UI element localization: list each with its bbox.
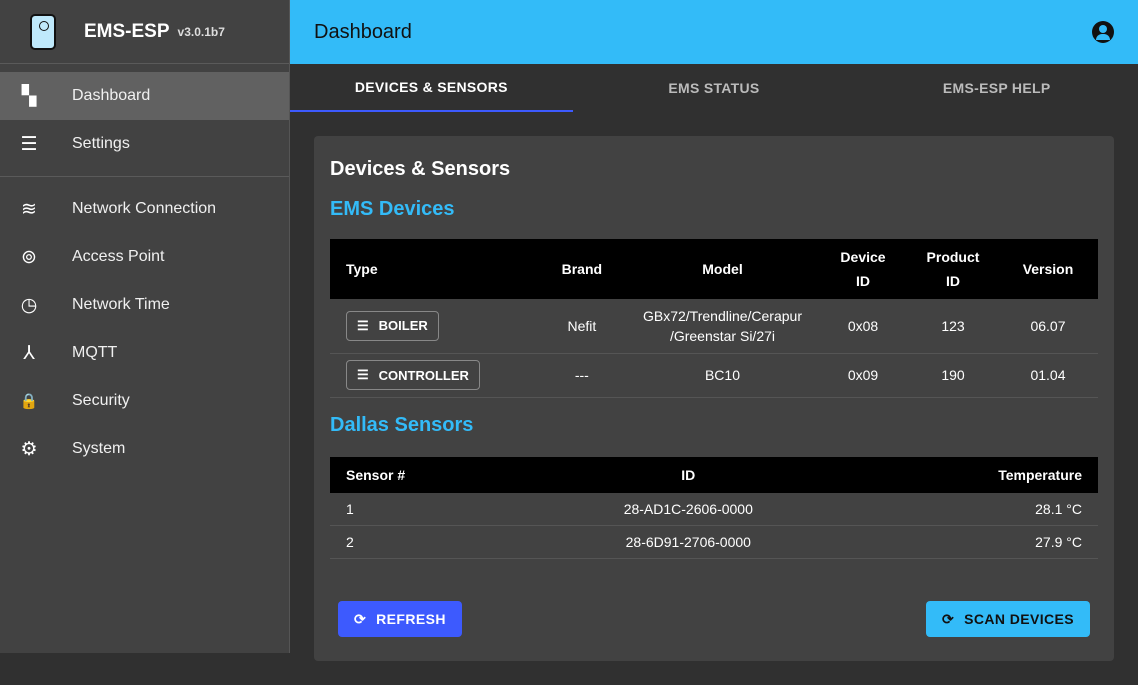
- scan-devices-button[interactable]: ⟳ SCAN DEVICES: [926, 601, 1090, 637]
- device-controller-button[interactable]: ☰ CONTROLLER: [346, 360, 480, 390]
- sidebar-item-label: MQTT: [72, 344, 118, 361]
- device-type: BOILER: [378, 318, 428, 334]
- sidebar-item-label: Settings: [72, 135, 130, 152]
- sensor-id-cell: 28-6D91-2706-0000: [520, 525, 857, 559]
- brand-cell: Nefit: [536, 299, 627, 354]
- account-icon[interactable]: [1092, 21, 1114, 43]
- sidebar-item-label: Access Point: [72, 248, 165, 265]
- sensor-num-cell: 2: [330, 525, 521, 559]
- col-sensor-num: Sensor #: [330, 456, 521, 493]
- clock-icon: ◷: [20, 294, 38, 316]
- devices-card: Devices & Sensors EMS Devices Type Brand…: [314, 136, 1114, 661]
- list-icon: ☰: [357, 367, 369, 382]
- refresh-icon: ⟳: [942, 610, 955, 627]
- sidebar-item-network-time[interactable]: ◷ Network Time: [0, 281, 289, 329]
- app-version: v3.0.1b7: [177, 24, 225, 39]
- brand: EMS-ESP v3.0.1b7: [0, 0, 289, 64]
- divider: [0, 176, 289, 177]
- device-id-cell: 0x08: [818, 299, 908, 354]
- temperature-cell: 28.1 °C: [856, 492, 1098, 526]
- temperature-cell: 27.9 °C: [856, 525, 1098, 559]
- refresh-button[interactable]: ⟳ REFRESH: [338, 601, 462, 637]
- tab-ems-esp-help[interactable]: EMS-ESP HELP: [942, 80, 1051, 96]
- dallas-sensors-table: Sensor # ID Temperature 1 28-AD1C-2606-0…: [330, 456, 1098, 559]
- sidebar-item-label: System: [72, 440, 126, 457]
- col-device-id: Device ID: [818, 239, 908, 299]
- app-bar: Dashboard: [290, 0, 1138, 64]
- col-type: Type: [330, 239, 537, 299]
- col-model: Model: [626, 239, 818, 299]
- sidebar-item-access-point[interactable]: ⊚ Access Point: [0, 233, 289, 281]
- model-cell: GBx72/Trendline/Cerapur /Greenstar Si/27…: [626, 299, 818, 354]
- table-row: 2 28-6D91-2706-0000 27.9 °C: [330, 525, 1098, 559]
- device-hub-icon: ⅄: [23, 342, 35, 364]
- version-cell: 06.07: [998, 299, 1098, 354]
- lock-icon: 🔒: [19, 393, 39, 410]
- sidebar-item-dashboard[interactable]: ▚ Dashboard: [0, 72, 289, 120]
- col-product-id: Product ID: [908, 239, 998, 299]
- list-icon: ☰: [357, 317, 369, 333]
- access-point-icon: ⊚: [21, 246, 37, 268]
- wifi-icon: ≋: [21, 198, 37, 220]
- dashboard-icon: ▚: [21, 85, 37, 107]
- brand-cell: ---: [536, 353, 627, 398]
- table-row: ☰ BOILER Nefit GBx72/Trendline/Cerapur /G…: [330, 299, 1098, 354]
- sidebar: EMS-ESP v3.0.1b7 ▚ Dashboard ☰ Settings ≋ N…: [0, 0, 290, 653]
- boiler-logo-icon: [30, 13, 56, 50]
- gear-icon: ⚙: [20, 438, 38, 460]
- page-title: Dashboard: [314, 20, 412, 43]
- dallas-sensors-title: Dallas Sensors: [330, 413, 474, 436]
- col-id: ID: [520, 456, 857, 493]
- model-cell: BC10: [626, 353, 818, 398]
- card-title: Devices & Sensors: [330, 158, 511, 180]
- product-id-cell: 123: [908, 299, 998, 354]
- device-boiler-button[interactable]: ☰ BOILER: [346, 310, 439, 341]
- sidebar-item-mqtt[interactable]: ⅄ MQTT: [0, 329, 289, 377]
- sensor-id-cell: 28-AD1C-2606-0000: [520, 492, 857, 526]
- refresh-icon: ⟳: [354, 610, 367, 627]
- col-brand: Brand: [536, 239, 627, 299]
- app-name: EMS-ESP: [84, 20, 170, 42]
- tab-devices-sensors[interactable]: DEVICES & SENSORS: [290, 64, 573, 112]
- ems-devices-table: Type Brand Model Device ID Product ID Ve…: [330, 239, 1098, 398]
- refresh-label: REFRESH: [376, 611, 446, 627]
- device-id-cell: 0x09: [818, 353, 908, 398]
- sidebar-item-label: Network Connection: [72, 200, 217, 217]
- product-id-cell: 190: [908, 353, 998, 398]
- ems-devices-title: EMS Devices: [330, 198, 455, 220]
- version-cell: 01.04: [998, 353, 1098, 398]
- tune-icon: ☰: [20, 133, 38, 155]
- col-temperature: Temperature: [856, 456, 1098, 493]
- sidebar-item-label: Security: [72, 392, 130, 409]
- sidebar-item-label: Dashboard: [72, 87, 151, 104]
- sidebar-item-network-connection[interactable]: ≋ Network Connection: [0, 185, 289, 233]
- sidebar-item-security[interactable]: 🔒 Security: [0, 377, 289, 425]
- device-type: CONTROLLER: [378, 367, 469, 383]
- scan-label: SCAN DEVICES: [964, 611, 1074, 627]
- sidebar-item-settings[interactable]: ☰ Settings: [0, 120, 289, 168]
- sidebar-item-system[interactable]: ⚙ System: [0, 425, 289, 473]
- col-version: Version: [998, 239, 1098, 299]
- tab-ems-status[interactable]: EMS STATUS: [668, 80, 760, 96]
- sensor-num-cell: 1: [330, 492, 521, 526]
- sidebar-item-label: Network Time: [72, 296, 170, 313]
- tabs: DEVICES & SENSORS EMS STATUS EMS-ESP HEL…: [290, 64, 1138, 112]
- table-row: ☰ CONTROLLER --- BC10 0x09 190 01.04: [330, 353, 1098, 398]
- table-row: 1 28-AD1C-2606-0000 28.1 °C: [330, 492, 1098, 526]
